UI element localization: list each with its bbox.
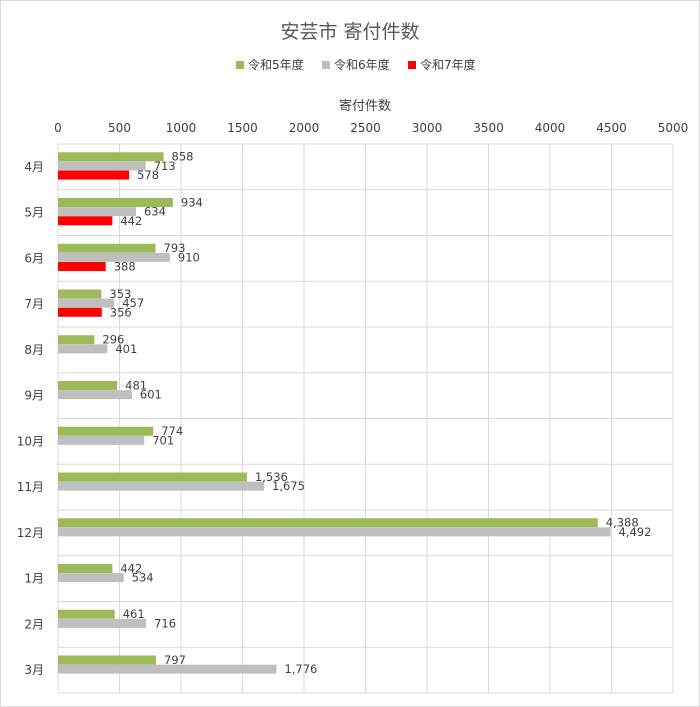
- bar-2: [58, 344, 108, 354]
- x-tick-label: 5000: [658, 121, 689, 135]
- bar-value-label: 1,536: [255, 470, 288, 484]
- bar-value-label: 442: [120, 214, 142, 228]
- bar-value-label: 910: [178, 250, 200, 264]
- bar-value-label: 1,776: [284, 662, 317, 676]
- x-axis-title: 寄付件数: [339, 98, 391, 114]
- category-label: 5月: [24, 206, 44, 220]
- legend-item-3: 令和7年度: [408, 57, 476, 72]
- bar-3: [58, 216, 113, 226]
- x-tick-label: 3000: [412, 121, 443, 135]
- bar-2: [58, 573, 124, 583]
- legend-swatch: [408, 61, 416, 69]
- category-label: 8月: [24, 343, 44, 357]
- bar-2: [58, 527, 611, 537]
- category-label: 3月: [24, 663, 44, 677]
- bar-1: [58, 243, 156, 253]
- x-tick-label: 4500: [596, 121, 627, 135]
- category-label: 11月: [17, 480, 44, 494]
- bar-3: [58, 262, 106, 272]
- bar-1: [58, 563, 113, 573]
- bar-value-label: 716: [154, 616, 176, 630]
- bar-value-label: 4,388: [606, 516, 639, 530]
- legend-item-2: 令和6年度: [322, 57, 390, 72]
- legend: 令和5年度 令和6年度 令和7年度: [236, 57, 476, 72]
- legend-swatch: [236, 61, 244, 69]
- bar-value-label: 461: [123, 607, 145, 621]
- bar-value-label: 578: [137, 168, 159, 182]
- bar-2: [58, 252, 170, 262]
- category-label: 7月: [24, 297, 44, 311]
- bar-value-label: 934: [181, 195, 203, 209]
- bar-value-label: 296: [102, 333, 124, 347]
- x-tick-label: 3500: [473, 121, 504, 135]
- legend-item-1: 令和5年度: [236, 57, 304, 72]
- bar-value-label: 457: [122, 296, 144, 310]
- bar-2: [58, 390, 132, 400]
- x-tick-label: 2500: [350, 121, 381, 135]
- bar-value-label: 797: [164, 653, 186, 667]
- bar-value-label: 353: [109, 287, 131, 301]
- x-tick-label: 1500: [227, 121, 258, 135]
- bar-2: [58, 664, 277, 674]
- category-label: 10月: [17, 434, 44, 448]
- bar-1: [58, 152, 164, 162]
- category-axis: 4月 5月 6月 7月 8月 9月 10月 11月 12月 1月 2月 3月: [17, 160, 44, 677]
- x-tick-label: 500: [108, 121, 131, 135]
- category-label: 12月: [17, 526, 44, 540]
- bar-1: [58, 609, 115, 619]
- bar-value-label: 713: [154, 159, 176, 173]
- bar-value-label: 701: [152, 433, 174, 447]
- bar-1: [58, 472, 247, 482]
- bar-value-label: 388: [114, 260, 136, 274]
- bar-value-label: 774: [161, 424, 183, 438]
- gridlines: [57, 143, 674, 694]
- bar-3: [58, 307, 102, 317]
- bar-1: [58, 380, 118, 390]
- bars: [58, 152, 611, 674]
- x-tick-label: 2000: [289, 121, 320, 135]
- data-labels: 8587135789346344427939103883534573562964…: [102, 150, 651, 676]
- bar-value-label: 4,492: [619, 525, 652, 539]
- bar-2: [58, 481, 265, 491]
- chart-title: 安芸市 寄付件数: [280, 21, 419, 43]
- category-label: 4月: [24, 160, 44, 174]
- bar-value-label: 356: [110, 305, 132, 319]
- bar-value-label: 601: [140, 388, 162, 402]
- category-label: 2月: [24, 617, 44, 631]
- bar-2: [58, 298, 115, 308]
- bar-1: [58, 197, 173, 207]
- bar-2: [58, 618, 147, 628]
- category-label: 9月: [24, 389, 44, 403]
- bar-value-label: 1,675: [272, 479, 305, 493]
- bar-3: [58, 170, 130, 180]
- bar-1: [58, 289, 102, 299]
- bar-2: [58, 435, 145, 445]
- legend-label: 令和6年度: [334, 57, 390, 72]
- bar-value-label: 793: [164, 241, 186, 255]
- bar-1: [58, 426, 154, 436]
- bar-value-label: 481: [125, 378, 147, 392]
- x-tick-label: 0: [54, 121, 62, 135]
- bar-1: [58, 335, 95, 345]
- bar-value-label: 442: [120, 561, 142, 575]
- legend-swatch: [322, 61, 330, 69]
- bar-2: [58, 161, 146, 171]
- x-tick-label: 4000: [535, 121, 566, 135]
- bar-value-label: 401: [115, 342, 137, 356]
- bar-value-label: 858: [172, 150, 194, 164]
- legend-label: 令和5年度: [248, 57, 304, 72]
- x-tick-label: 1000: [166, 121, 197, 135]
- legend-label: 令和7年度: [420, 57, 476, 72]
- bar-2: [58, 207, 136, 217]
- category-label: 1月: [24, 572, 44, 586]
- category-label: 6月: [24, 251, 44, 265]
- x-axis-ticks: 0 500 1000 1500 2000 2500 3000 3500 4000 4500 5000: [54, 121, 688, 135]
- bar-1: [58, 655, 157, 665]
- bar-1: [58, 518, 598, 528]
- bar-value-label: 534: [132, 571, 154, 585]
- bar-value-label: 634: [144, 205, 166, 219]
